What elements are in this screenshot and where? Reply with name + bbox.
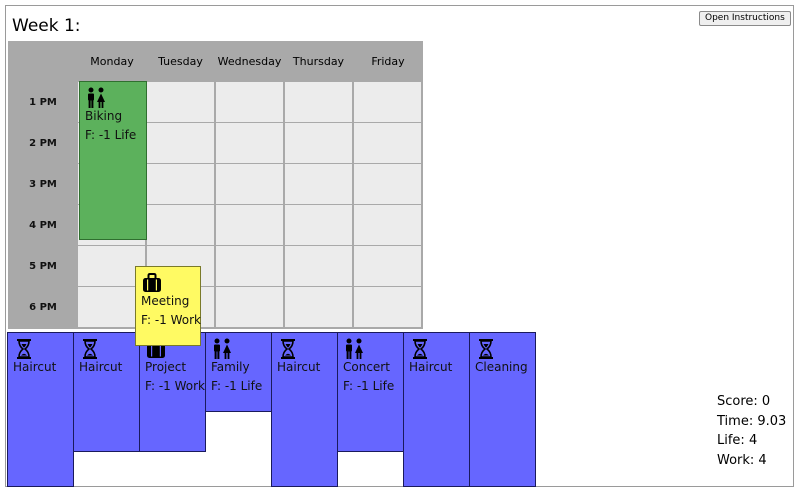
schedule-slot[interactable]: [285, 287, 353, 328]
hourglass-icon: [479, 339, 493, 359]
schedule-slot[interactable]: [354, 287, 422, 328]
schedule-slot[interactable]: [78, 246, 146, 287]
queue-card-haircut[interactable]: Haircut: [7, 332, 74, 487]
schedule-slot[interactable]: [285, 246, 353, 287]
card-effect: F: -1 Life: [211, 379, 263, 393]
time-label-4pm: 4 PM: [29, 220, 57, 231]
dragging-card-meeting[interactable]: Meeting F: -1 Work: [135, 266, 201, 346]
card-name: Family: [211, 360, 250, 374]
schedule-slot[interactable]: [285, 164, 353, 205]
schedule-slot[interactable]: [216, 205, 284, 246]
hourglass-icon: [413, 339, 427, 359]
schedule-slot[interactable]: [147, 123, 215, 164]
schedule-slot[interactable]: [216, 287, 284, 328]
queue-card-haircut[interactable]: Haircut: [271, 332, 338, 487]
schedule-slot[interactable]: [216, 164, 284, 205]
queue-card-project[interactable]: Project F: -1 Work: [139, 332, 206, 452]
work-value: Work: 4: [717, 452, 767, 468]
people-icon: [346, 338, 363, 359]
queue-card-cleaning[interactable]: Cleaning: [469, 332, 536, 487]
queue-card-haircut[interactable]: Haircut: [73, 332, 140, 452]
schedule-slot[interactable]: [354, 123, 422, 164]
schedule-slot[interactable]: [354, 205, 422, 246]
game-frame: [5, 5, 794, 487]
hourglass-icon: [281, 339, 295, 359]
stats-panel: Score: 0 Time: 9.03 Life: 4 Work: 4: [717, 392, 786, 470]
schedule-slot[interactable]: [216, 123, 284, 164]
placed-card-biking[interactable]: Biking F: -1 Life: [79, 81, 147, 240]
people-icon: [88, 87, 105, 108]
briefcase-icon: [143, 273, 161, 292]
card-name: Meeting: [141, 294, 190, 308]
card-name: Haircut: [409, 360, 453, 374]
open-instructions-button[interactable]: Open Instructions: [699, 11, 791, 26]
day-header-tuesday: Tuesday: [158, 55, 203, 68]
day-header-wednesday: Wednesday: [217, 55, 282, 68]
schedule-slot[interactable]: [285, 205, 353, 246]
life-value: Life: 4: [717, 433, 758, 448]
schedule-slot[interactable]: [147, 164, 215, 205]
card-effect: F: -1 Life: [343, 379, 395, 393]
schedule-slot[interactable]: [216, 246, 284, 287]
card-name: Concert: [343, 360, 390, 374]
time-label-3pm: 3 PM: [29, 179, 57, 190]
score-value: Score: 0: [717, 394, 771, 409]
queue-card-concert[interactable]: Concert F: -1 Life: [337, 332, 404, 452]
card-name: Cleaning: [475, 360, 528, 374]
day-header-friday: Friday: [371, 55, 405, 68]
time-label-1pm: 1 PM: [29, 97, 57, 108]
card-name: Haircut: [277, 360, 321, 374]
hourglass-icon: [17, 339, 31, 359]
time-value: Time: 9.03: [717, 413, 787, 429]
card-effect: F: -1 Work: [141, 313, 201, 327]
schedule-slot[interactable]: [147, 82, 215, 123]
hourglass-icon: [83, 339, 97, 359]
card-effect: F: -1 Work: [145, 379, 205, 393]
queue-card-haircut[interactable]: Haircut: [403, 332, 470, 487]
time-label-5pm: 5 PM: [29, 261, 57, 272]
queue-card-family[interactable]: Family F: -1 Life: [205, 332, 272, 412]
day-header-monday: Monday: [90, 55, 134, 68]
card-name: Haircut: [13, 360, 57, 374]
schedule-slot[interactable]: [285, 123, 353, 164]
card-name: Haircut: [79, 360, 123, 374]
schedule-slot[interactable]: [78, 287, 146, 328]
time-label-2pm: 2 PM: [29, 138, 57, 149]
people-icon: [214, 338, 231, 359]
day-header-thursday: Thursday: [292, 55, 345, 68]
time-label-6pm: 6 PM: [29, 302, 57, 313]
schedule-slot[interactable]: [354, 164, 422, 205]
schedule-slot[interactable]: [285, 82, 353, 123]
card-effect: F: -1 Life: [85, 128, 137, 142]
card-name: Biking: [85, 109, 123, 123]
card-name: Project: [145, 360, 187, 374]
schedule-slot[interactable]: [147, 205, 215, 246]
schedule-grid: Monday Tuesday Wednesday Thursday Friday…: [8, 41, 423, 329]
week-title: Week 1:: [12, 16, 81, 36]
schedule-slot[interactable]: [216, 82, 284, 123]
schedule-slot[interactable]: [354, 82, 422, 123]
schedule-slot[interactable]: [354, 246, 422, 287]
